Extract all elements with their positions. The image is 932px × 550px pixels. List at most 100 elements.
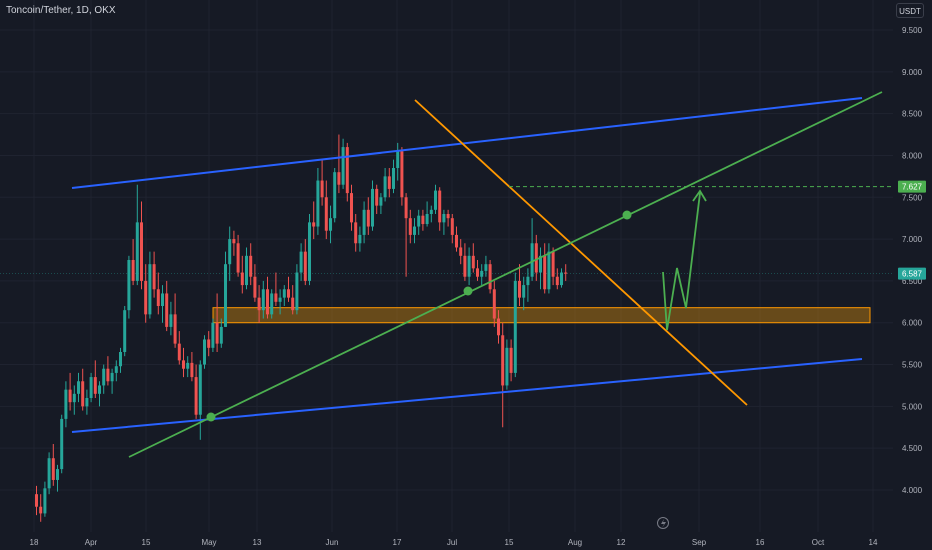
candle-body [534, 243, 538, 273]
candle-body [463, 255, 467, 277]
candle-body [476, 268, 479, 277]
touch-point-marker [206, 412, 216, 422]
candle-body [190, 362, 194, 378]
candle-body [505, 347, 509, 386]
candle-body [43, 488, 47, 514]
currency-badge[interactable]: USDT [896, 3, 924, 18]
candle-body [375, 188, 379, 206]
candle-body [509, 347, 513, 373]
candle-body [492, 289, 496, 319]
candle-body [530, 243, 534, 277]
price-tick-label: 4.500 [902, 444, 923, 453]
candle-body [543, 255, 547, 290]
candle-body [68, 389, 72, 403]
time-tick-label: 12 [617, 538, 626, 547]
time-tick-label: Jul [447, 538, 457, 547]
candle-body [446, 214, 450, 219]
candle-body [140, 222, 143, 281]
candle-body [371, 188, 374, 227]
candle-body [228, 239, 232, 265]
candles-group [35, 134, 568, 522]
candle-body [560, 272, 563, 286]
candle-body [106, 368, 110, 382]
candle-body [539, 255, 542, 273]
touch-point-marker [463, 286, 473, 296]
trendline-drawings [71, 91, 893, 458]
candle-body [396, 151, 400, 168]
candle-body [169, 314, 173, 327]
candle-body [551, 251, 555, 277]
candle-body [77, 381, 80, 394]
lightning-icon-bolt [661, 519, 666, 528]
candle-body [203, 339, 206, 365]
candle-body [152, 264, 156, 290]
candle-body [383, 176, 387, 198]
candle-body [215, 322, 219, 344]
support-zone-rect [212, 307, 871, 324]
candle-body [400, 151, 404, 198]
candle-body [35, 494, 38, 507]
lightning-icon-ring [657, 517, 669, 529]
price-tick-label: 6.000 [902, 319, 923, 328]
price-tick-label: 6.500 [902, 277, 923, 286]
candle-body [555, 276, 559, 286]
candle-body [379, 197, 383, 206]
candle-body [434, 190, 437, 210]
candle-body [60, 418, 64, 470]
time-tick-label: 13 [253, 538, 262, 547]
lightning-icon[interactable] [657, 517, 669, 529]
candle-body [194, 377, 198, 415]
candle-body [89, 377, 93, 398]
time-tick-label: Aug [568, 538, 582, 547]
candle-body [467, 255, 471, 277]
channel-upper-line [71, 97, 863, 189]
candle-body [501, 335, 505, 386]
candle-body [240, 272, 244, 286]
price-tick-label: 8.500 [902, 110, 923, 119]
candle-body [345, 147, 349, 194]
candle-body [119, 352, 122, 367]
symbol-title[interactable]: Toncoin/Tether, 1D, OKX [6, 5, 116, 16]
candle-body [81, 381, 85, 407]
candle-body [266, 289, 269, 315]
candle-body [404, 197, 408, 219]
candle-body [438, 190, 442, 223]
candle-body [161, 293, 164, 306]
candle-body [114, 366, 118, 373]
time-tick-label: Apr [85, 538, 98, 547]
time-axis[interactable]: 18 Apr 15 May 13 Jun 17 Jul 15 Aug 12 Sep 16 Oct 14 [30, 538, 878, 547]
candle-body [219, 326, 223, 344]
candle-body [165, 293, 169, 327]
candle-body [442, 214, 446, 223]
candle-body [480, 270, 484, 277]
price-axis[interactable]: 4.000 4.500 5.000 5.500 6.000 6.500 7.000 7.500… [902, 26, 923, 495]
candle-body [270, 293, 274, 315]
candle-body [421, 215, 425, 225]
last-price-badge: 6.587 [902, 270, 923, 279]
candle-body [177, 343, 181, 361]
price-tick-label: 7.500 [902, 193, 923, 202]
candle-body [148, 264, 152, 315]
support-zone [212, 307, 871, 324]
time-tick-label: May [201, 538, 216, 547]
candle-body [282, 289, 286, 298]
candle-body [312, 222, 316, 227]
candle-body [144, 280, 148, 315]
candle-body [413, 226, 416, 235]
candle-body [526, 276, 530, 286]
candle-body [316, 180, 320, 227]
candle-body [156, 289, 160, 306]
candle-body [333, 172, 337, 219]
candle-body [362, 209, 366, 235]
candle-body [131, 260, 135, 281]
uptrend-line [128, 91, 883, 458]
candle-body [249, 255, 253, 277]
candle-body [64, 389, 68, 419]
candle-body [295, 272, 299, 311]
candle-body [387, 176, 391, 189]
price-tick-label: 9.000 [902, 68, 923, 77]
candle-body [337, 172, 341, 185]
candle-body [127, 260, 131, 311]
